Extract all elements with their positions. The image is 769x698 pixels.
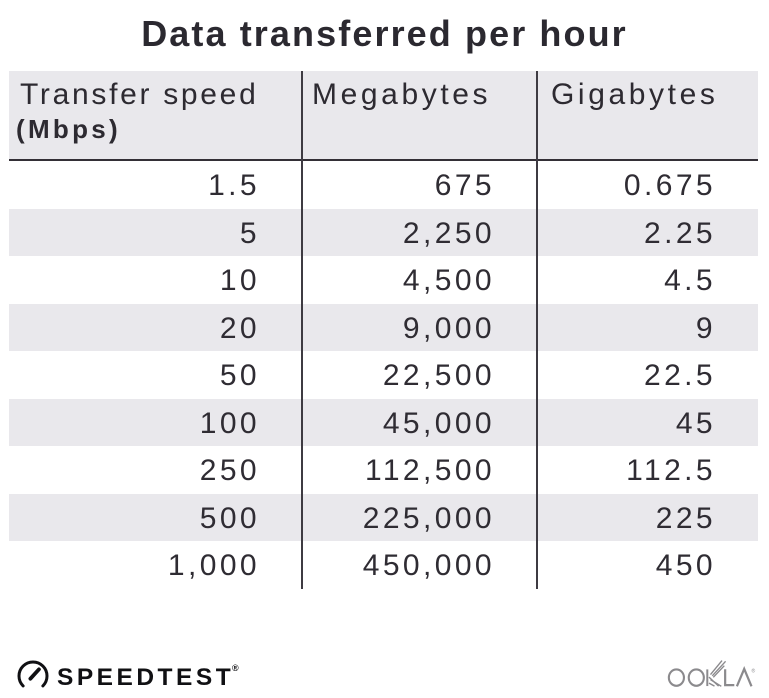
table-row: 20 9,000 9 xyxy=(9,303,758,351)
column-header-gigabytes: Gigabytes xyxy=(537,71,758,159)
column-divider-2 xyxy=(536,71,538,589)
table-cell: 9,000 xyxy=(402,311,495,345)
table-cell: 4,500 xyxy=(402,264,495,297)
table-header-row: Transfer speed (Mbps) Megabytes Gigabyte… xyxy=(9,71,758,161)
table-cell: 2.25 xyxy=(644,216,716,250)
table-cell: 112.5 xyxy=(626,454,716,487)
table-cell: 5 xyxy=(239,216,260,250)
column-header-unit: (Mbps) xyxy=(16,114,121,144)
table-cell: 1.5 xyxy=(208,169,260,202)
table-cell: 2,250 xyxy=(402,216,495,250)
table-cell: 50 xyxy=(219,359,260,392)
ookla-registered-mark: ® xyxy=(752,668,756,675)
speedtest-gauge-icon xyxy=(17,660,49,688)
page-title: Data transferred per hour xyxy=(141,13,628,54)
table-cell: 225 xyxy=(655,501,716,535)
speedtest-wordmark: SPEEDTEST xyxy=(57,664,235,691)
speedtest-registered-mark: ® xyxy=(232,663,239,673)
table-body: 1.5 675 0.675 5 2,250 2.25 10 4,500 4.5 20 9,000 9 5… xyxy=(9,161,758,589)
table-cell: 4.5 xyxy=(664,264,716,297)
table-cell: 20 xyxy=(219,311,260,345)
table-row: 100 45,000 45 xyxy=(9,398,758,446)
column-header-label: Megabytes xyxy=(312,78,492,111)
table-cell: 450 xyxy=(655,549,716,582)
table-row: 250 112,500 112.5 xyxy=(9,446,758,494)
table-row: 50 22,500 22.5 xyxy=(9,351,758,399)
table-cell: 0.675 xyxy=(623,169,716,202)
table-cell: 9 xyxy=(695,311,716,345)
table-row: 5 2,250 2.25 xyxy=(9,208,758,256)
table-cell: 45,000 xyxy=(382,406,495,440)
column-divider-1 xyxy=(301,71,303,589)
table-row: 500 225,000 225 xyxy=(9,493,758,541)
table-cell: 10 xyxy=(219,264,260,297)
table-cell: 500 xyxy=(199,501,260,535)
table-cell: 225,000 xyxy=(362,501,495,535)
column-header-megabytes: Megabytes xyxy=(302,71,537,159)
table-cell: 450,000 xyxy=(362,549,495,582)
table-cell: 45 xyxy=(675,406,716,440)
table-cell: 112,500 xyxy=(364,454,495,487)
table-cell: 22,500 xyxy=(382,359,495,392)
table-cell: 100 xyxy=(199,406,260,440)
table-row: 1.5 675 0.675 xyxy=(9,161,758,209)
table-row: 10 4,500 4.5 xyxy=(9,256,758,304)
table-cell: 675 xyxy=(434,169,495,202)
column-header-label: Transfer speed xyxy=(20,78,259,111)
column-header-label: Gigabytes xyxy=(551,78,719,111)
table-cell: 22.5 xyxy=(644,359,716,392)
table-cell: 250 xyxy=(199,454,260,487)
ookla-logo: ® OOKLA xyxy=(667,660,756,687)
table-row: 1,000 450,000 450 xyxy=(9,541,758,589)
column-header-transfer-speed: Transfer speed (Mbps) xyxy=(9,71,302,159)
data-table: Transfer speed (Mbps) Megabytes Gigabyte… xyxy=(9,71,758,589)
table-cell: 1,000 xyxy=(167,549,260,582)
